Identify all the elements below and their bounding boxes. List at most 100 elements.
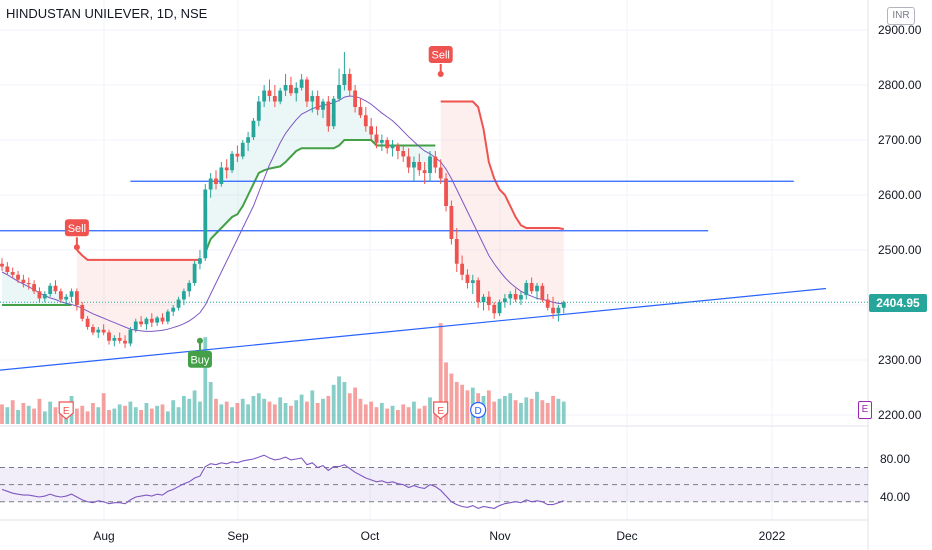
volume-bar bbox=[149, 408, 154, 424]
candle-body bbox=[326, 101, 331, 127]
volume-bar bbox=[128, 401, 133, 424]
volume-bar bbox=[5, 407, 10, 424]
candle-body bbox=[406, 156, 411, 168]
candle-body bbox=[379, 140, 384, 143]
volume-bar bbox=[524, 397, 529, 424]
volume-bar bbox=[176, 407, 181, 424]
candle-body bbox=[32, 284, 36, 292]
candle-body bbox=[198, 258, 202, 264]
time-axis[interactable]: Aug Sep Oct Nov Dec 2022 bbox=[93, 529, 785, 543]
candle-body bbox=[123, 340, 127, 344]
earnings-event-icon bbox=[58, 401, 74, 420]
candle-body bbox=[42, 294, 47, 299]
candle-body bbox=[438, 167, 443, 179]
volume-bar bbox=[529, 398, 534, 424]
volume-bar bbox=[379, 403, 384, 424]
candle-body bbox=[401, 151, 406, 157]
sell-signal-label-bg bbox=[428, 46, 453, 63]
candle-body bbox=[160, 317, 165, 322]
candle-body bbox=[155, 317, 160, 323]
volume-bar bbox=[561, 401, 566, 424]
dividend-event-icon bbox=[470, 401, 487, 419]
buy-signal-label: Buy bbox=[190, 354, 209, 366]
volume-bar bbox=[513, 400, 518, 424]
candle-body bbox=[240, 142, 245, 157]
candle-body bbox=[117, 338, 122, 341]
volume-bar bbox=[182, 396, 186, 424]
candle-body bbox=[465, 274, 470, 283]
currency-button[interactable]: INR bbox=[887, 7, 915, 25]
volume-bar bbox=[278, 397, 283, 424]
volume-bar bbox=[16, 410, 20, 424]
candle-body bbox=[315, 96, 320, 110]
volume-bar bbox=[171, 400, 176, 424]
time-tick-label: Oct bbox=[361, 529, 380, 543]
candle-body bbox=[519, 295, 523, 300]
candle-body bbox=[433, 156, 438, 168]
candle-body bbox=[342, 74, 347, 85]
candle-body bbox=[529, 283, 534, 292]
volume-bar bbox=[385, 408, 390, 424]
earnings-event-icon[interactable]: E bbox=[858, 401, 872, 419]
symbol-title[interactable]: HINDUSTAN UNILEVER, 1D, NSE bbox=[6, 6, 208, 21]
time-tick-label: Dec bbox=[616, 529, 637, 543]
sell-signal-label: Sell bbox=[68, 223, 86, 235]
candle-body bbox=[283, 85, 288, 91]
volume-bar bbox=[449, 373, 454, 424]
volume-bar bbox=[133, 407, 138, 424]
candle-body bbox=[385, 140, 390, 149]
candle-body bbox=[545, 299, 550, 308]
volume-bar bbox=[444, 362, 448, 424]
candle-body bbox=[540, 285, 545, 300]
volume-bar bbox=[240, 398, 245, 424]
candle-body bbox=[5, 266, 10, 272]
volume-bar bbox=[374, 407, 379, 424]
volume-bar bbox=[155, 405, 160, 424]
rsi-tick-label: 40.00 bbox=[880, 490, 910, 504]
candle-body bbox=[230, 153, 234, 171]
candle-body bbox=[64, 296, 69, 300]
candle-body bbox=[203, 189, 208, 259]
trade-signals: Sell Buy Sell bbox=[64, 46, 453, 368]
volume-bar bbox=[267, 401, 272, 424]
price-axis[interactable]: 2900.00 2800.00 2700.00 2600.00 2500.00 2300.… bbox=[878, 23, 922, 504]
candle-body bbox=[182, 291, 186, 300]
volume-bar bbox=[262, 398, 267, 424]
candle-body bbox=[337, 85, 341, 99]
volume-bar bbox=[80, 405, 85, 424]
supertrend-line bbox=[76, 249, 200, 261]
trend-lines[interactable] bbox=[0, 180, 868, 371]
supertrend-fill bbox=[2, 265, 72, 305]
volume-bar bbox=[256, 393, 261, 424]
volume-bar bbox=[91, 403, 95, 424]
time-tick-label: Sep bbox=[227, 529, 249, 543]
candle-body bbox=[299, 79, 304, 88]
earnings-event-label: E bbox=[437, 406, 444, 417]
volume-bar bbox=[208, 382, 213, 424]
buy-signal-label-bg bbox=[187, 350, 212, 368]
candle-body bbox=[107, 332, 111, 341]
volume-bar bbox=[545, 403, 550, 424]
volume-bar bbox=[465, 390, 470, 424]
candle-body bbox=[235, 153, 240, 157]
candle-body bbox=[535, 285, 539, 292]
candle-body bbox=[556, 307, 561, 314]
volume-bar bbox=[369, 401, 374, 424]
volume-bar bbox=[96, 407, 101, 424]
candle-body bbox=[476, 280, 481, 303]
candle-body bbox=[262, 90, 267, 102]
volume-bar bbox=[353, 387, 357, 424]
candlestick-series bbox=[0, 52, 566, 348]
candle-body bbox=[85, 318, 90, 327]
signal-dot bbox=[196, 337, 203, 344]
candle-body bbox=[481, 296, 486, 303]
candle-body bbox=[96, 329, 101, 333]
candle-body bbox=[128, 329, 133, 344]
candle-body bbox=[272, 96, 277, 102]
candle-body bbox=[16, 274, 20, 280]
volume-bar bbox=[26, 405, 31, 424]
time-tick-label: 2022 bbox=[759, 529, 786, 543]
volume-bar bbox=[214, 398, 218, 424]
